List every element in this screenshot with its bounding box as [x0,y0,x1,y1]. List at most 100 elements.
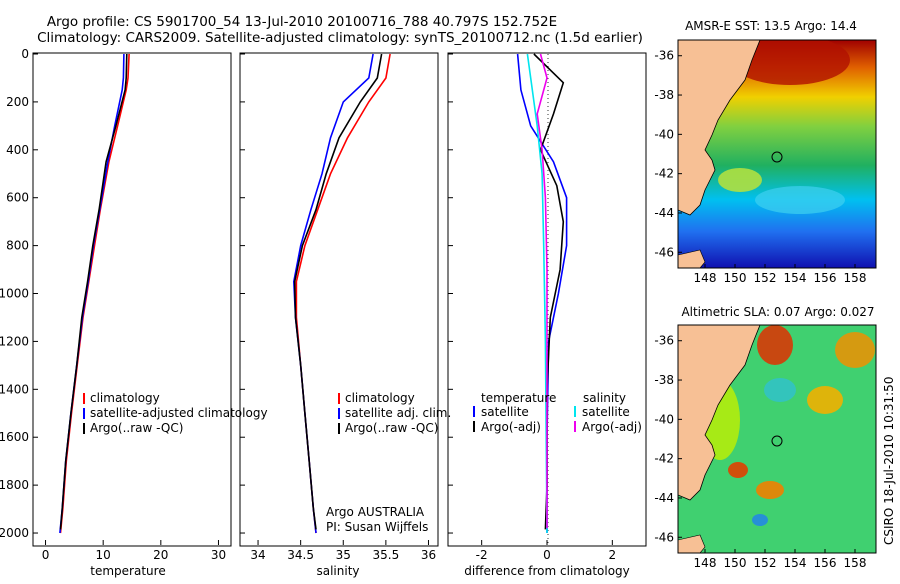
salinity-lines [292,53,391,534]
series-line-satellite-adj-clim- [292,53,374,534]
legend-label-argo: Argo(..raw -QC) [345,421,438,435]
y-tick-label: 600 [6,191,29,205]
series-line-satellite-adjusted-climatology [59,53,125,534]
salinity-panel: 34 34.5 35 35.5 36 salinity climatology sate… [239,52,451,578]
salinity-legend: climatology satellite adj. clim. Argo(..… [338,391,451,435]
amsr-map-title: AMSR-E SST: 13.5 Argo: 14.4 [685,19,857,33]
x-tick-label: 35 [336,548,351,562]
legend-label-sal-satellite: satellite [582,405,630,419]
sst-cyan-patch [755,186,845,214]
depth-tick-labels: 0 200 400 600 800 1000 1200 1400 1600 1800 2000 [0,47,38,540]
lon-tick-label: 156 [814,556,837,570]
y-tick-label: 2000 [0,526,29,540]
legend-label-satellite: satellite-adjusted climatology [90,406,268,420]
difference-legend: temperature satellite Argo(-adj) salinit… [473,391,642,434]
lon-tick-label: 150 [724,271,747,285]
lon-tick-label: 148 [694,271,717,285]
lon-tick-label: 148 [694,556,717,570]
lon-tick-label: 152 [754,271,777,285]
y-tick-label: 0 [21,47,29,61]
x-tick-label: -2 [476,548,488,562]
x-tick-label: 0 [42,548,50,562]
sla-map: Altimetric SLA: 0.07 Argo: 0.027 -36-38-… [654,305,877,570]
x-tick-label: 20 [153,548,168,562]
amsr-lon-labels: 148 150 152 154 156 158 [694,264,867,285]
y-tick-label: 1800 [0,478,29,492]
figure-title-line1: Argo profile: CS 5901700_54 13-Jul-2010 … [47,14,557,30]
sla-lon-labels: 148 150 152 154 156 158 [694,549,866,570]
salinity-xlabel: salinity [316,564,359,578]
argo-float-marker [771,435,783,447]
salinity-depth-ticks [240,53,245,534]
y-tick-label: 400 [6,143,29,157]
sla-map-frame [677,324,877,554]
x-tick-label: 30 [211,548,226,562]
lat-tick-label: -42 [654,167,674,181]
land-tasmania [678,249,706,268]
y-tick-label: 800 [6,239,29,253]
temperature-lines [59,53,130,534]
legend-title-temperature: temperature [481,391,556,405]
lat-tick-label: -36 [654,49,674,63]
amsr-lat-labels: -36 -38 -40 -42 -44 -46 [654,49,682,259]
y-tick-label: 200 [6,95,29,109]
lon-tick-label: 154 [784,556,807,570]
salinity-tick-labels: 34 34.5 35 35.5 36 [250,540,436,562]
annotation-pi: PI: Susan Wijffels [326,520,428,534]
amsr-sst-map: AMSR-E SST: 13.5 Argo: 14.4 -36 -38 -40 -42… [654,19,877,285]
sst-green-patch [718,168,762,192]
amsr-map-frame [677,39,877,269]
sla-blue-south [752,514,768,526]
legend-label-sal-argo: Argo(-adj) [582,420,642,434]
annotation-argo-australia: Argo AUSTRALIA [326,505,425,519]
legend-label-climatology: climatology [90,391,160,405]
temperature-axes-box [32,52,232,547]
sla-warm-eddy-northeast [835,332,875,368]
legend-label-satellite: satellite adj. clim. [345,406,451,420]
csiro-timestamp: CSIRO 18-Jul-2010 10:31:50 [882,377,896,545]
x-tick-label: 35.5 [373,548,400,562]
land-tasmania [678,534,706,553]
lon-tick-label: 154 [784,271,807,285]
legend-label-temp-argo: Argo(-adj) [481,420,541,434]
legend-label-temp-satellite: satellite [481,405,529,419]
y-tick-label: 1400 [0,382,29,396]
x-tick-label: 2 [609,548,617,562]
series-line-salinity-satellite [526,53,548,534]
series-line-argo-raw-qc- [59,53,128,530]
x-tick-label: 36 [421,548,436,562]
temperature-panel: 0 200 400 600 800 1000 1200 1400 1600 1800 2000 0 1… [0,47,268,578]
x-tick-label: 34.5 [287,548,314,562]
lat-tick-label: -44 [654,491,674,505]
y-tick-label: 1200 [0,334,29,348]
salinity-axes-box [239,52,439,547]
figure-title-line2: Climatology: CARS2009. Satellite-adjuste… [37,30,643,46]
land-australia [678,325,761,501]
series-line-climatology [59,53,130,534]
land-australia [678,40,761,216]
lat-tick-label: -46 [654,245,674,259]
x-tick-label: 34 [250,548,265,562]
lat-tick-label: -46 [654,530,674,544]
sla-map-title: Altimetric SLA: 0.07 Argo: 0.027 [681,305,874,319]
sla-lat-labels: -36 -38 -40 -42 -44 -46 [654,334,682,544]
lat-tick-label: -42 [654,452,674,466]
sla-orange-south [756,481,784,499]
series-line-salinity-argo-adj- [536,53,548,529]
temperature-xlabel: temperature [90,564,165,578]
lat-tick-label: -44 [654,206,674,220]
lat-tick-label: -38 [654,88,674,102]
lat-tick-label: -40 [654,412,674,426]
difference-depth-ticks [448,53,453,534]
sst-warm-eddy [730,40,850,85]
difference-xlabel: difference from climatology [464,564,630,578]
lon-tick-label: 158 [844,271,867,285]
temperature-tick-labels: 0 10 20 30 [42,540,226,562]
difference-panel: -2 0 2 difference from climatology tempera… [447,52,647,578]
x-tick-label: 10 [96,548,111,562]
x-tick-label: 0 [543,548,551,562]
legend-label-climatology: climatology [345,391,415,405]
temperature-legend: climatology satellite-adjusted climatolo… [83,391,268,435]
legend-label-argo: Argo(..raw -QC) [90,421,183,435]
